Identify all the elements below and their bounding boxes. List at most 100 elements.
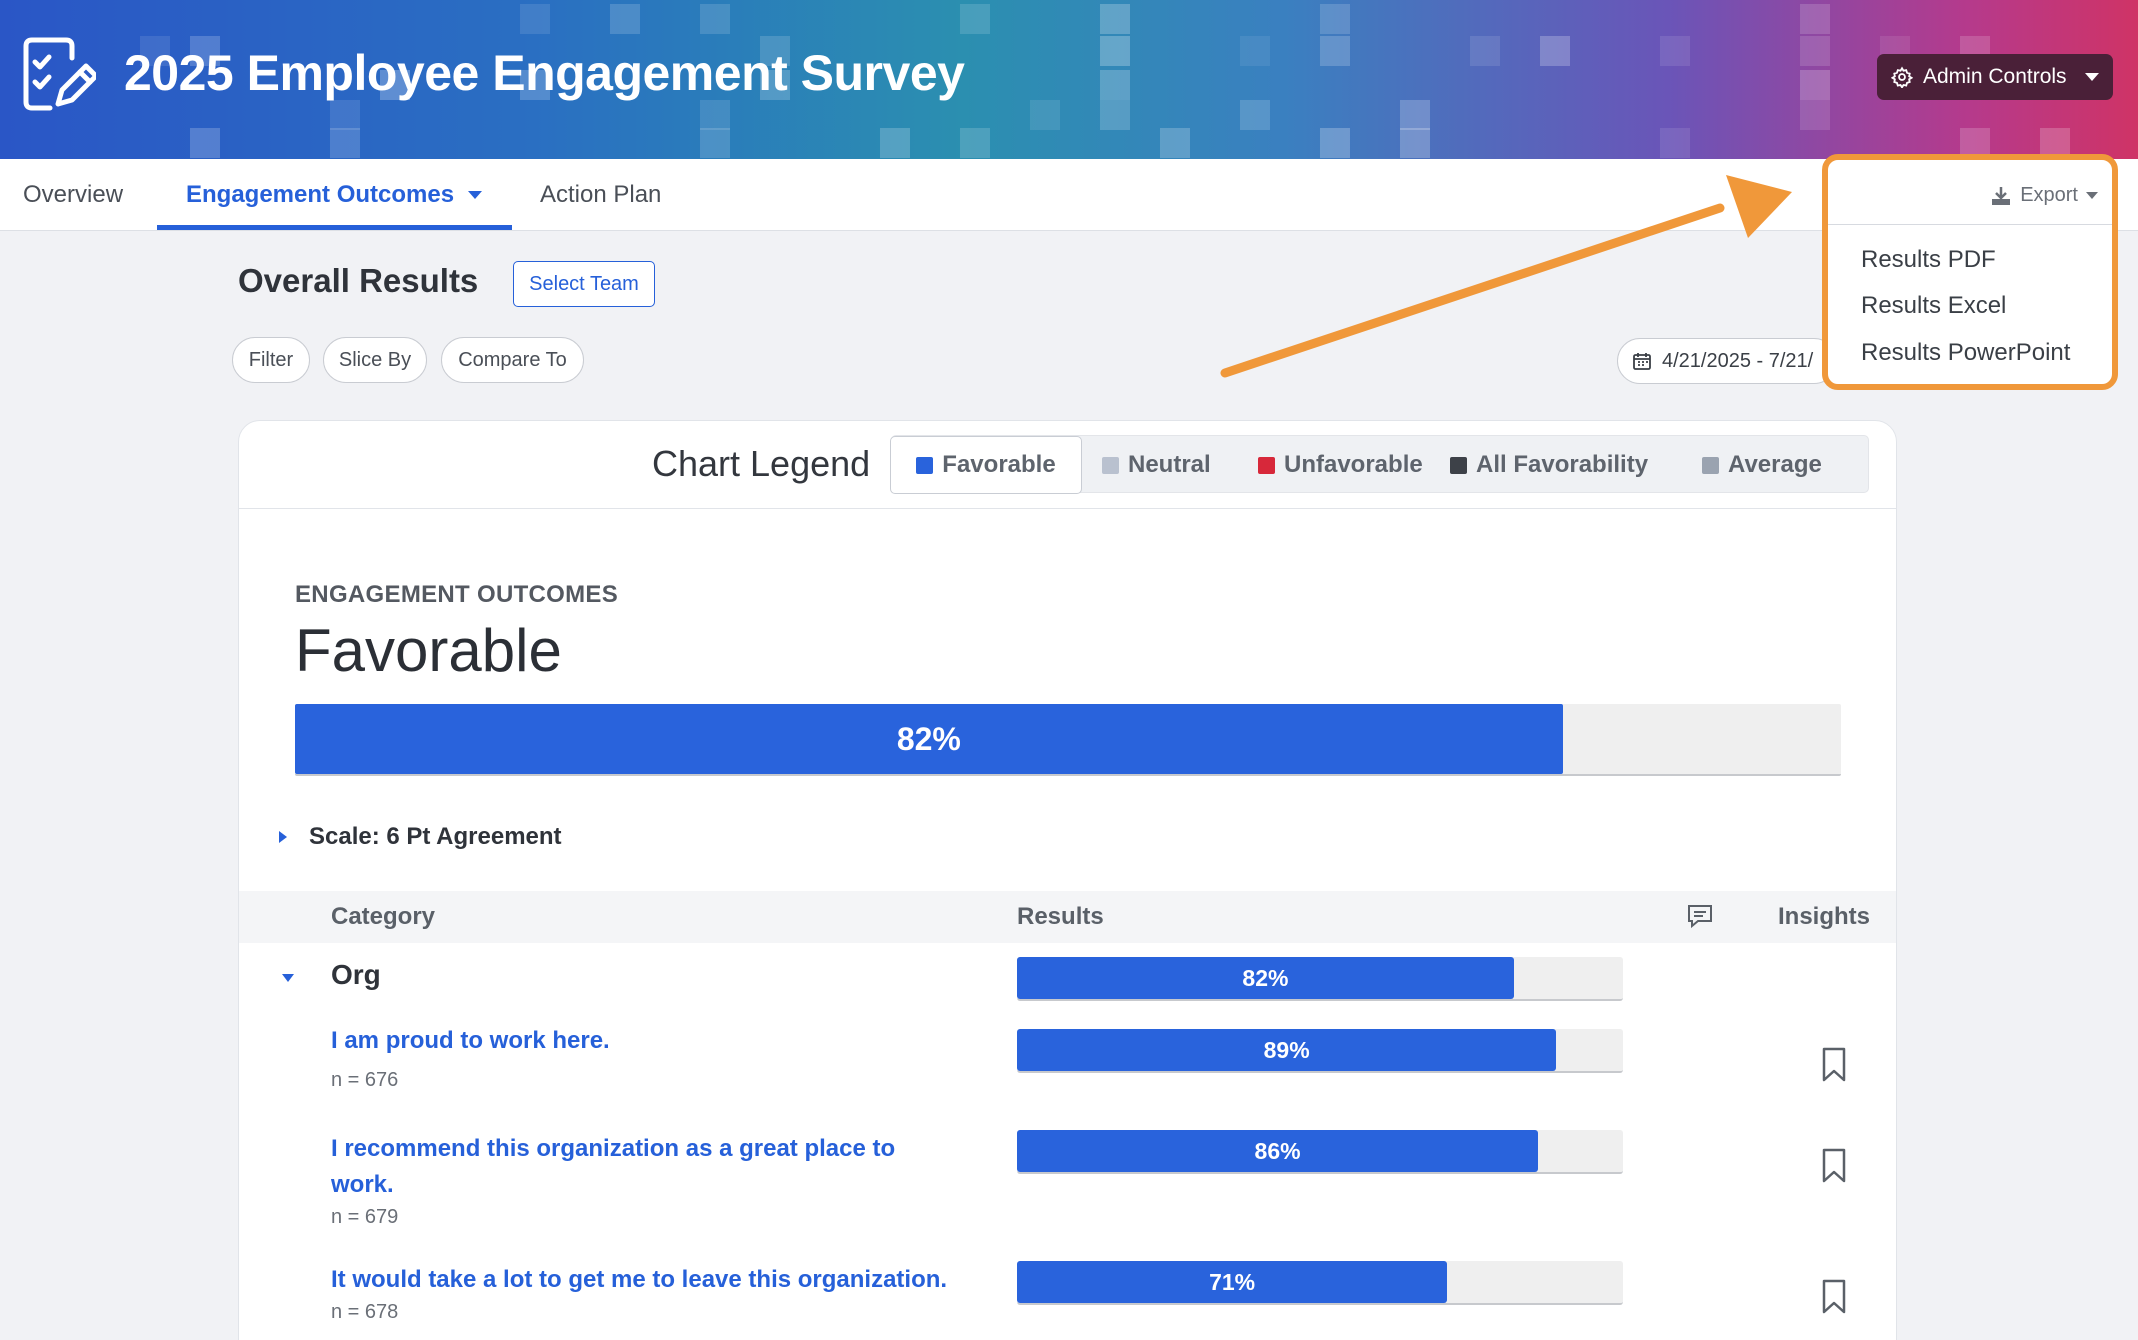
legend-average[interactable]: Average xyxy=(1702,436,1822,494)
banner-tile xyxy=(1660,36,1690,66)
banner-tile xyxy=(1240,100,1270,130)
response-count: n = 679 xyxy=(331,1206,399,1228)
divider xyxy=(1828,224,2112,225)
banner-tile xyxy=(140,36,170,66)
legend-title: Chart Legend xyxy=(652,443,871,484)
banner-tile xyxy=(1320,4,1350,34)
date-range-picker[interactable]: 4/21/2025 - 7/21/ xyxy=(1617,338,1837,384)
legend-label: Favorable xyxy=(942,451,1056,478)
export-label: Export xyxy=(2020,184,2078,206)
bar-fill: 71% xyxy=(1017,1261,1448,1303)
legend-swatch xyxy=(1258,456,1275,474)
chevron-down-icon xyxy=(468,191,483,199)
question-link[interactable]: I recommend this organization as a great… xyxy=(331,1135,896,1198)
table-header: Category Results Insights xyxy=(239,891,1896,943)
question-link[interactable]: I am proud to work here. xyxy=(331,1027,610,1054)
banner-tile xyxy=(190,128,220,158)
banner-tile xyxy=(1800,36,1830,66)
bar-fill: 86% xyxy=(1017,1130,1539,1172)
summary-bar-fill: 82% xyxy=(295,704,1563,774)
tab-engagement-outcomes[interactable]: Engagement Outcomes xyxy=(186,159,483,231)
banner-tile xyxy=(760,70,790,100)
bookmark-icon[interactable] xyxy=(1821,1047,1847,1083)
survey-clipboard-icon xyxy=(23,37,96,111)
question-link[interactable]: It would take a lot to get me to leave t… xyxy=(331,1266,948,1293)
select-team-button[interactable]: Select Team xyxy=(513,261,655,307)
result-bar: 71% xyxy=(1017,1261,1623,1305)
scale-label: Scale: 6 Pt Agreement xyxy=(309,823,562,850)
caret-down-icon xyxy=(282,974,294,982)
active-tab-indicator xyxy=(157,225,512,230)
banner-tile xyxy=(700,4,730,34)
banner-tile xyxy=(1400,100,1430,130)
scale-toggle[interactable]: Scale: 6 Pt Agreement xyxy=(279,823,562,851)
banner-tile xyxy=(520,4,550,34)
legend-all-favorability[interactable]: All Favorability xyxy=(1450,436,1648,494)
menu-item-results-pdf[interactable]: Results PDF xyxy=(1861,246,1996,273)
legend-label: All Favorability xyxy=(1476,451,1649,478)
banner-tile xyxy=(380,70,410,100)
response-count: n = 676 xyxy=(331,1069,399,1091)
legend-favorable[interactable]: Favorable xyxy=(890,436,1082,494)
comment-icon[interactable] xyxy=(1686,901,1714,931)
banner-tile xyxy=(1320,128,1350,158)
bar-value: 82% xyxy=(1242,964,1289,991)
banner-tile xyxy=(610,4,640,34)
export-dropdown: Export Results PDF Results Excel Results… xyxy=(1822,154,2118,390)
download-icon xyxy=(1992,186,2011,205)
legend-label: Neutral xyxy=(1128,451,1211,478)
caret-right-icon xyxy=(279,831,287,843)
banner-tile xyxy=(1800,70,1830,100)
bar-fill: 82% xyxy=(1017,957,1514,999)
tab-action-plan[interactable]: Action Plan xyxy=(540,159,661,231)
collapse-group-toggle[interactable] xyxy=(282,974,294,982)
app-title: 2025 Employee Engagement Survey xyxy=(124,45,965,101)
tab-label: Engagement Outcomes xyxy=(186,181,455,208)
group-label: Org xyxy=(331,959,381,990)
legend-unfavorable[interactable]: Unfavorable xyxy=(1258,436,1423,494)
bookmark-icon[interactable] xyxy=(1821,1148,1847,1184)
banner-tile xyxy=(960,4,990,34)
column-insights: Insights xyxy=(1778,903,1871,930)
bookmark-icon[interactable] xyxy=(1821,1279,1847,1315)
legend-options: Favorable Neutral Unfavorable All Favora… xyxy=(890,435,1869,494)
banner-tile xyxy=(520,70,550,100)
banner-tile xyxy=(1470,36,1500,66)
page-title: Overall Results xyxy=(238,262,479,299)
summary-value: 82% xyxy=(896,720,961,757)
banner-tile xyxy=(960,128,990,158)
filter-button[interactable]: Filter xyxy=(232,337,310,383)
menu-item-results-powerpoint[interactable]: Results PowerPoint xyxy=(1861,339,2071,366)
banner-tile xyxy=(700,100,730,130)
banner-tile xyxy=(1800,100,1830,130)
admin-controls-label: Admin Controls xyxy=(1923,65,2067,88)
banner-tile xyxy=(760,36,790,66)
legend-neutral[interactable]: Neutral xyxy=(1102,436,1211,494)
banner-tile xyxy=(1540,36,1570,66)
legend-label: Unfavorable xyxy=(1284,451,1423,478)
results-card: Chart Legend Favorable Neutral Unfavorab… xyxy=(238,420,1897,1340)
banner-tile xyxy=(1960,128,1990,158)
tab-overview[interactable]: Overview xyxy=(23,159,123,231)
chart-legend: Chart Legend Favorable Neutral Unfavorab… xyxy=(239,421,1896,509)
compare-to-button[interactable]: Compare To xyxy=(441,337,584,383)
menu-item-results-excel[interactable]: Results Excel xyxy=(1861,292,2007,319)
section-kicker: ENGAGEMENT OUTCOMES xyxy=(295,581,619,608)
admin-controls-button[interactable]: Admin Controls xyxy=(1877,54,2113,100)
banner-tile xyxy=(1400,128,1430,158)
date-range-label: 4/21/2025 - 7/21/ xyxy=(1662,349,1814,372)
banner-tile xyxy=(1100,100,1130,130)
slice-by-button[interactable]: Slice By xyxy=(323,337,427,383)
banner-tile xyxy=(1100,4,1130,34)
chevron-down-icon xyxy=(2085,73,2099,81)
banner-tile xyxy=(880,128,910,158)
result-bar: 89% xyxy=(1017,1029,1623,1073)
banner-tile xyxy=(1100,70,1130,100)
response-count: n = 678 xyxy=(331,1301,399,1323)
banner-tile xyxy=(1660,128,1690,158)
bar-value: 86% xyxy=(1254,1137,1301,1164)
banner-tile xyxy=(1030,100,1060,130)
tab-label: Action Plan xyxy=(540,181,662,208)
group-result-bar: 82% xyxy=(1017,957,1623,1001)
export-button[interactable]: Export xyxy=(1990,184,2098,207)
